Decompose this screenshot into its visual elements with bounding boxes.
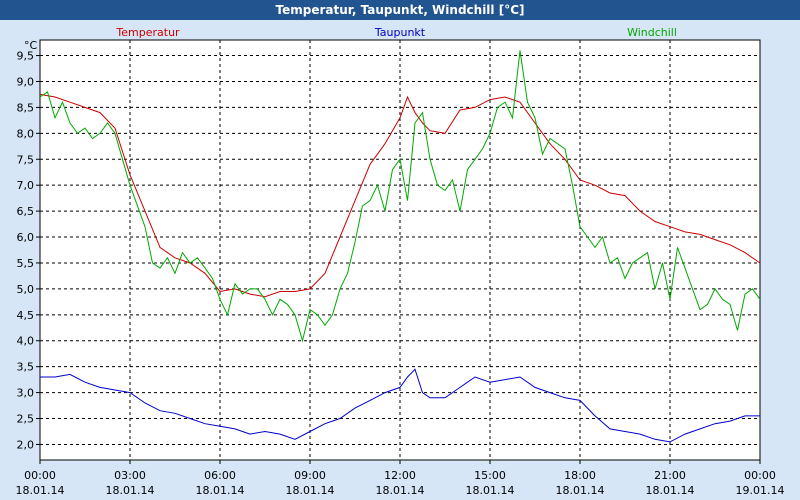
x-tick-time: 00:00	[744, 469, 776, 482]
x-tick-time: 12:00	[384, 469, 416, 482]
legend-windchill: Windchill	[627, 26, 677, 39]
y-axis: 2,0 2,5 3,0 3,5 4,0 4,5 5,0 5,5 6,0 6,5 7,0 7,5 8,0 8…	[17, 50, 40, 451]
x-tick-time: 00:00	[24, 469, 56, 482]
x-tick-date: 18.01.14	[286, 484, 335, 497]
y-tick-label: 7,0	[17, 179, 35, 192]
y-tick-label: 8,5	[17, 101, 35, 114]
x-tick-time: 03:00	[114, 469, 146, 482]
y-axis-label: °C	[24, 39, 38, 52]
y-tick-label: 3,5	[17, 361, 35, 374]
legend: Temperatur Taupunkt Windchill	[115, 26, 677, 39]
legend-temperatur: Temperatur	[115, 26, 180, 39]
x-tick-date: 18.01.14	[376, 484, 425, 497]
y-tick-label: 6,0	[17, 231, 35, 244]
y-tick-label: 7,5	[17, 153, 35, 166]
series-lines	[39, 50, 761, 443]
y-tick-label: 5,0	[17, 283, 35, 296]
x-axis: 00:00 18.01.14 03:00 18.01.14 06:00 18.01.14 0…	[16, 460, 785, 497]
x-tick-time: 09:00	[294, 469, 326, 482]
x-tick-date: 18.01.14	[556, 484, 605, 497]
x-tick-time: 06:00	[204, 469, 236, 482]
x-tick-date: 18.01.14	[646, 484, 695, 497]
y-tick-label: 9,5	[17, 50, 35, 63]
y-tick-label: 9,0	[17, 75, 35, 88]
x-tick-time: 21:00	[654, 469, 686, 482]
series-line-taupunkt	[40, 368, 760, 443]
y-tick-label: 2,5	[17, 413, 35, 426]
x-tick-date: 18.01.14	[106, 484, 155, 497]
series-line-windchill	[39, 50, 761, 343]
y-tick-label: 8,0	[17, 127, 35, 140]
x-tick-date: 18.01.14	[466, 484, 515, 497]
y-tick-label: 5,5	[17, 257, 35, 270]
legend-taupunkt: Taupunkt	[374, 26, 426, 39]
chart-title: Temperatur, Taupunkt, Windchill [°C]	[0, 0, 800, 20]
y-tick-label: 2,0	[17, 438, 35, 451]
series-line-temperatur	[39, 93, 761, 298]
y-tick-label: 3,0	[17, 387, 35, 400]
x-tick-time: 18:00	[564, 469, 596, 482]
y-tick-label: 6,5	[17, 205, 35, 218]
x-tick-date: 19.01.14	[736, 484, 785, 497]
y-tick-label: 4,5	[17, 309, 35, 322]
y-tick-label: 4,0	[17, 335, 35, 348]
x-tick-date: 18.01.14	[16, 484, 65, 497]
x-tick-time: 15:00	[474, 469, 506, 482]
x-tick-date: 18.01.14	[196, 484, 245, 497]
